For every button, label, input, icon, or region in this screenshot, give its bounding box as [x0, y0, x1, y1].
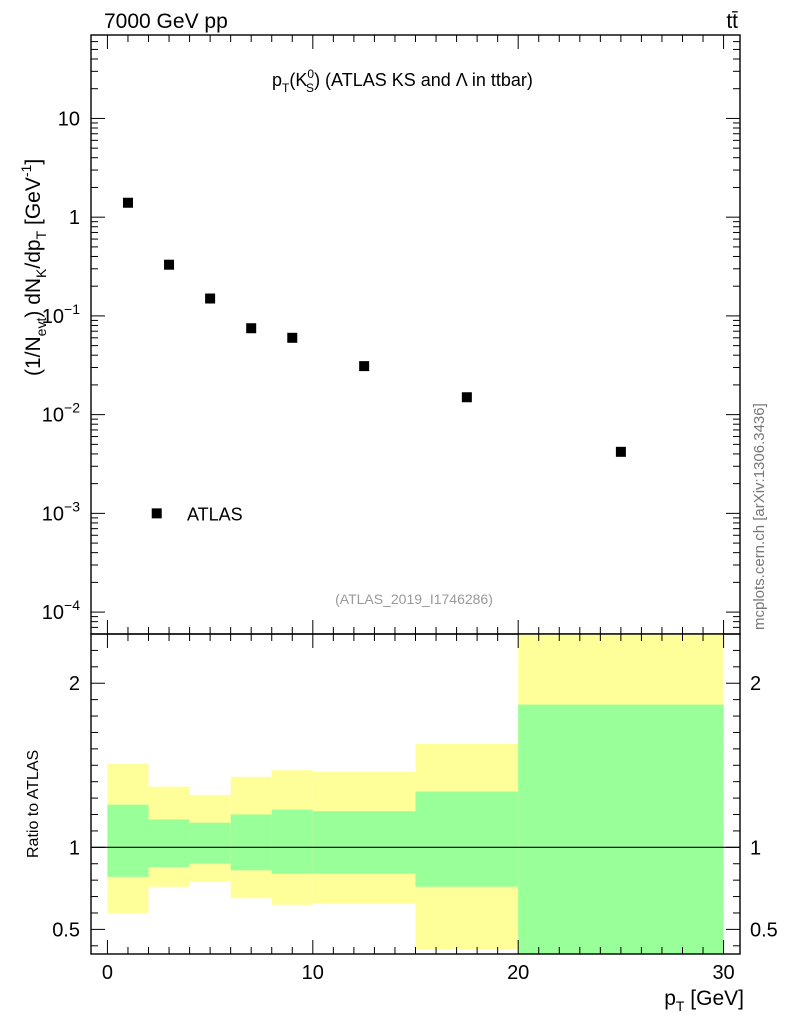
data-point-6	[461, 392, 472, 403]
main-y-tick-label: 10−3	[42, 498, 80, 525]
ratio-panel: 0 10 20 30 0.5 0.5 1 1 2 2	[52, 633, 778, 984]
ratio-band-inner-2	[189, 822, 231, 864]
data-point-7	[615, 446, 626, 457]
ratio-band-inner-1	[148, 819, 190, 868]
ratio-band-inner-6	[415, 791, 519, 887]
main-y-tick-label: 10−1	[42, 301, 80, 328]
data-point-0	[122, 197, 133, 208]
x-tick-label: 0	[102, 962, 113, 984]
ratio-y-tick-label-right: 1	[750, 837, 761, 859]
x-tick-label: 10	[302, 962, 324, 984]
ratio-band-inner-5	[312, 811, 416, 874]
ratio-y-axis-label: Ratio to ATLAS	[25, 750, 42, 858]
legend-marker	[151, 508, 162, 519]
ratio-y-tick-label-right: 0.5	[750, 919, 778, 941]
ratio-y-tick-label-left: 2	[69, 673, 80, 695]
ratio-band-inner-4	[271, 809, 313, 874]
main-y-tick-label: 10−2	[42, 400, 80, 427]
main-y-tick-label: 10	[58, 108, 80, 130]
ratio-band-inner-3	[230, 814, 272, 871]
main-frame	[90, 34, 741, 635]
legend-label: ATLAS	[187, 504, 243, 524]
side-label: mcplots.cern.ch [arXiv:1306.3436]	[751, 403, 768, 630]
plot-title: pT(K0 S) (ATLAS KS and Λ in ttbar)	[272, 67, 533, 95]
data-point-4	[287, 332, 298, 343]
x-axis-label: pT [GeV]	[664, 987, 744, 1014]
data-point-1	[164, 259, 175, 270]
main-panel: 10 1 10−1 10−2 10−3 10−4 ATLAS	[42, 34, 741, 635]
ratio-y-tick-label-left: 0.5	[52, 919, 80, 941]
main-y-tick-label: 10−4	[42, 597, 80, 624]
ratio-y-tick-label-right: 2	[750, 673, 761, 695]
ratio-band-inner-7	[518, 704, 724, 954]
data-point-2	[205, 293, 216, 304]
main-y-axis-label: (1/Nevt) dNK/dpT [GeV-1]	[18, 159, 49, 376]
analysis-id: (ATLAS_2019_I1746286)	[335, 591, 493, 607]
process-label: tt̄	[726, 10, 738, 33]
ratio-band-inner-0	[107, 804, 149, 877]
ratio-y-tick-label-left: 1	[69, 837, 80, 859]
x-tick-label: 20	[507, 962, 529, 984]
energy-label: 7000 GeV pp	[104, 10, 228, 33]
data-point-5	[359, 361, 370, 372]
main-y-tick-label: 1	[69, 207, 80, 229]
x-tick-label: 30	[712, 962, 734, 984]
data-point-3	[246, 323, 257, 334]
